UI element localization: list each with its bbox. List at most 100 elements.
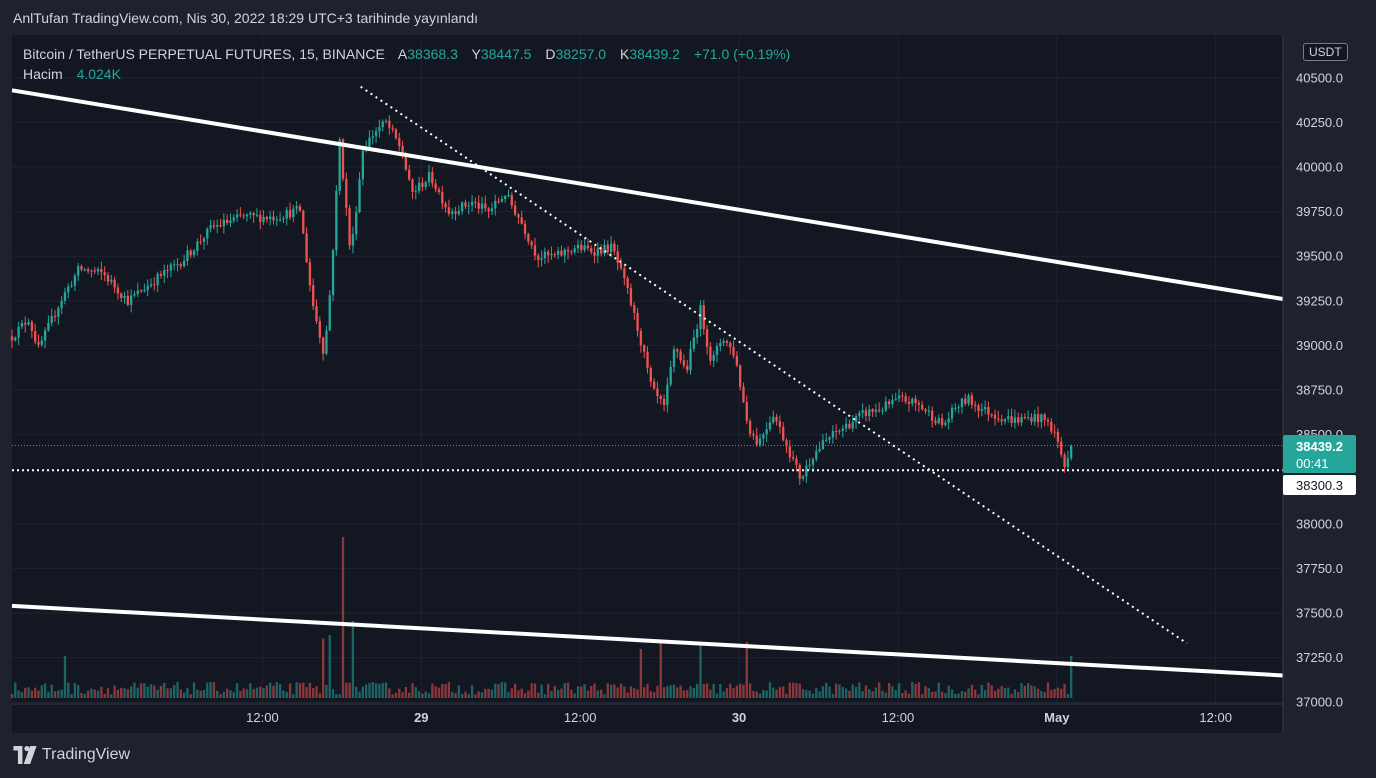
candle-body xyxy=(10,336,14,341)
volume-bar xyxy=(702,684,705,698)
volume-bar xyxy=(173,685,176,698)
volume-bar xyxy=(791,682,795,698)
volume-bar xyxy=(149,684,153,698)
candle-body xyxy=(156,274,159,285)
candle-body xyxy=(887,401,891,405)
volume-bar xyxy=(457,685,460,698)
volume-bar xyxy=(586,690,590,698)
volume-bar xyxy=(451,691,454,698)
volume-bar xyxy=(997,688,1000,698)
volume-bar xyxy=(593,683,596,698)
volume-bar xyxy=(864,685,868,698)
candle-body xyxy=(649,368,652,382)
candle-body xyxy=(133,293,136,296)
candle-body xyxy=(573,248,576,253)
horizontal-line-badge: 38300.3 xyxy=(1283,475,1356,495)
candle-body xyxy=(755,435,758,445)
volume-bar xyxy=(808,690,811,698)
volume-bar xyxy=(120,687,123,698)
volume-bar xyxy=(328,635,331,698)
volume-bar xyxy=(484,688,487,698)
candle-body xyxy=(960,398,964,408)
volume-bar xyxy=(1056,687,1060,698)
candle-body xyxy=(123,295,126,298)
volume-bar xyxy=(583,684,586,698)
candle-body xyxy=(292,208,295,218)
candle-body xyxy=(626,278,629,289)
candle-body xyxy=(596,248,600,256)
volume-bar xyxy=(156,689,159,698)
candle-body xyxy=(841,428,844,431)
candle-body xyxy=(715,346,719,355)
candle-body xyxy=(457,211,460,214)
volume-label[interactable]: Hacim xyxy=(23,66,63,82)
tradingview-logo-text: TradingView xyxy=(42,746,131,763)
candle-body xyxy=(14,337,17,341)
volume-bar xyxy=(464,691,467,698)
candle-body xyxy=(864,410,868,416)
candle-body xyxy=(451,211,454,214)
volume-bar xyxy=(722,691,725,698)
volume-bar xyxy=(490,689,494,698)
volume-bar xyxy=(186,688,189,698)
volume-bar xyxy=(550,690,553,698)
candle-body xyxy=(192,250,196,256)
currency-button[interactable]: USDT xyxy=(1303,43,1348,61)
volume-bar xyxy=(159,685,163,698)
volume-bar xyxy=(1070,656,1073,698)
symbol-name[interactable]: Bitcoin / TetherUS PERPETUAL FUTURES, 15… xyxy=(23,46,385,62)
volume-bar xyxy=(825,683,828,698)
candle-body xyxy=(57,308,60,317)
candle-body xyxy=(1063,454,1066,467)
volume-bar xyxy=(1050,689,1053,698)
tradingview-logo[interactable]: TradingView xyxy=(13,746,130,764)
time-tick-label: 29 xyxy=(414,710,428,725)
volume-bar xyxy=(103,693,106,698)
candle-body xyxy=(474,201,477,203)
candle-body xyxy=(394,129,398,139)
volume-bar xyxy=(954,693,957,698)
candle-body xyxy=(298,206,302,211)
volume-bar xyxy=(596,690,600,698)
candle-body xyxy=(954,407,957,409)
volume-bar xyxy=(358,691,361,698)
volume-bar xyxy=(679,685,682,698)
candle-body xyxy=(335,191,338,251)
volume-bar xyxy=(239,690,242,698)
candle-body xyxy=(944,422,947,425)
candle-body xyxy=(1023,416,1026,418)
candle-body xyxy=(93,270,96,272)
volume-bar xyxy=(113,685,116,698)
volume-bar xyxy=(841,687,844,698)
candle-body xyxy=(351,234,355,246)
candle-body xyxy=(583,245,586,251)
volume-bar xyxy=(474,694,477,698)
volume-bar xyxy=(1023,685,1026,698)
volume-bar xyxy=(179,689,182,698)
volume-bar xyxy=(106,688,110,698)
candle-body xyxy=(487,208,490,212)
candle-body xyxy=(871,409,874,412)
candle-body xyxy=(245,214,249,217)
volume-bar xyxy=(821,686,825,698)
candle-body xyxy=(808,464,811,466)
candle-body xyxy=(1040,414,1043,423)
candle-body xyxy=(388,120,391,128)
current-price-label: 38439.2 xyxy=(1296,439,1343,454)
volume-bar xyxy=(914,683,917,698)
volume-bar xyxy=(977,694,980,698)
volume-bar xyxy=(907,693,911,698)
volume-bar xyxy=(216,690,219,698)
candle-body xyxy=(288,210,292,218)
volume-bar xyxy=(881,690,884,698)
close-label: K xyxy=(619,46,630,62)
price-axis: 40500.0 40250.0 40000.0 39750.0 39500.0 39250… xyxy=(1296,70,1343,709)
volume-bar xyxy=(742,684,745,698)
volume-bar xyxy=(1053,688,1056,698)
volume-bar xyxy=(275,682,278,698)
candle-body xyxy=(401,146,404,156)
candle-body xyxy=(83,269,86,271)
volume-bar xyxy=(401,692,404,698)
price-tick-label: 37500.0 xyxy=(1296,606,1343,621)
